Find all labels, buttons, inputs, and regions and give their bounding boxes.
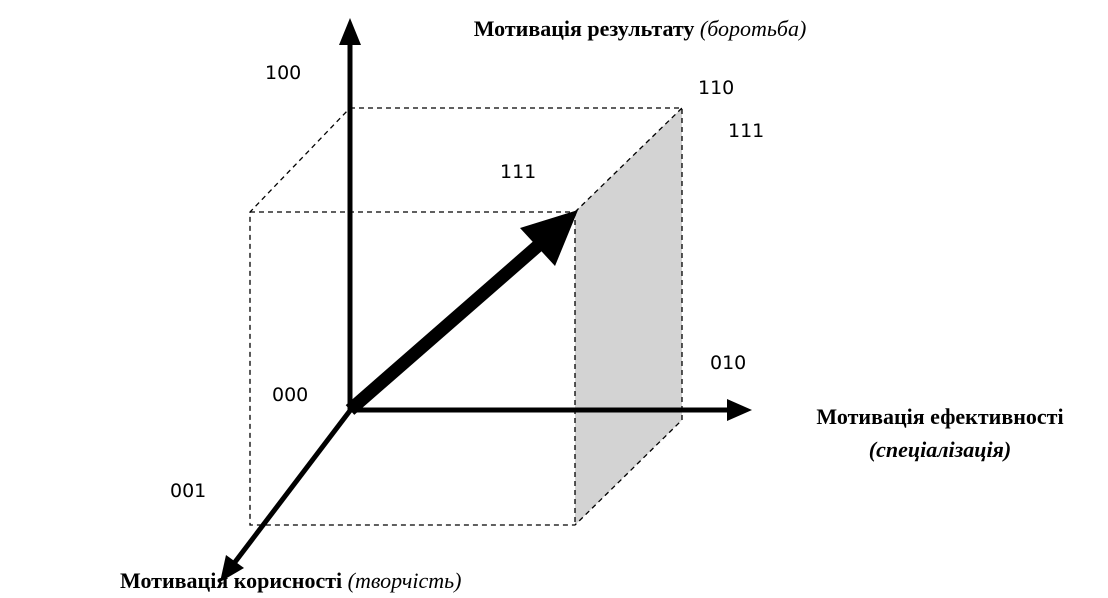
axis-name: Мотивація результату (474, 16, 695, 41)
shaded-face (575, 108, 682, 525)
axis-qualifier: (творчість) (348, 568, 462, 593)
axis-qualifier: (спеціалізація) (869, 437, 1011, 462)
axes (230, 40, 735, 568)
main-vector (345, 239, 545, 415)
axis-name: Мотивація корисності (120, 568, 342, 593)
vertex-label: 010 (710, 352, 746, 374)
arrowhead (220, 555, 244, 582)
axis-title: Мотивація результату (боротьба) (474, 16, 807, 41)
axis-title: Мотивація корисності (творчість) (120, 568, 461, 593)
vertex-label: 111 (728, 120, 764, 142)
axis-qualifier: (боротьба) (700, 16, 806, 41)
arrowhead (727, 399, 752, 421)
vertex-label: 000 (272, 384, 308, 406)
vertex-label: 001 (170, 480, 206, 502)
axis-name: Мотивація ефективності (816, 404, 1063, 429)
arrowhead (339, 18, 361, 45)
arrowhead (520, 210, 578, 266)
vertex-label: 110 (698, 77, 734, 99)
vertex-label: 111 (500, 161, 536, 183)
vertex-label: 100 (265, 62, 301, 84)
